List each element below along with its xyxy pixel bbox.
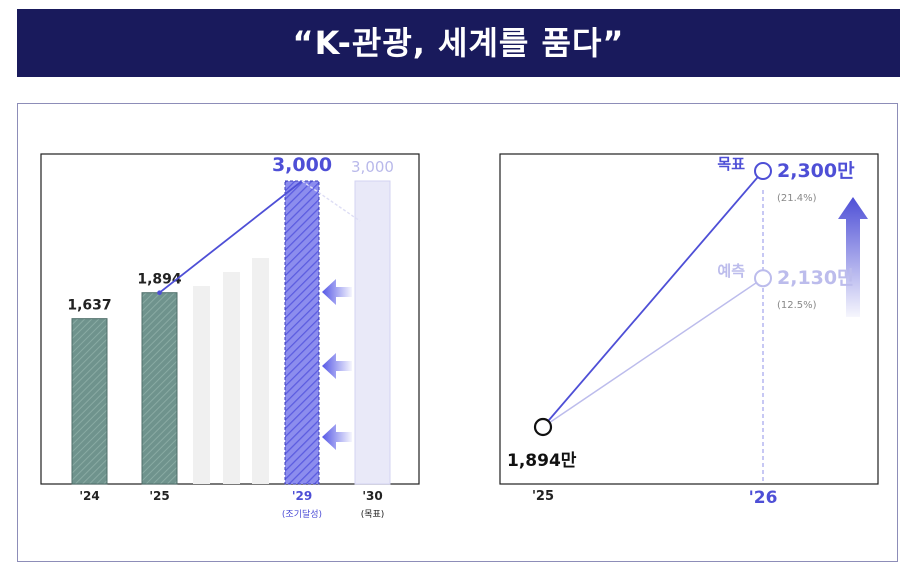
- series-end-label: 2,130만: [777, 267, 855, 289]
- bar-29: [284, 180, 320, 485]
- series-end-point: [754, 269, 772, 288]
- data-label: 3,000: [351, 158, 394, 176]
- x-tick-label: '25: [149, 489, 169, 503]
- line-chart-frame: [499, 153, 879, 485]
- left-arrow-icon: [322, 353, 352, 379]
- trend-start-dot: [157, 290, 162, 296]
- bar-24: [71, 318, 108, 485]
- x-tick-label: '30: [362, 489, 382, 503]
- series-line-1: [542, 277, 764, 428]
- content-frame: [17, 103, 898, 562]
- series-end-label: 2,300만: [777, 160, 855, 182]
- series-end-point: [754, 162, 772, 181]
- x-tick-note: (목표): [361, 509, 385, 520]
- bar-30: [354, 180, 391, 485]
- up-arrow-icon: [838, 197, 868, 317]
- data-label: 3,000: [272, 154, 332, 176]
- start-label: 1,894만: [507, 451, 577, 471]
- x-tick-label: '26: [749, 488, 778, 508]
- bar-25: [141, 292, 178, 485]
- x-tick-label: '25: [532, 489, 554, 504]
- left-arrow-icon: [322, 279, 352, 305]
- series-line-0: [542, 170, 764, 428]
- title-banner: “K-관광, 세계를 품다”: [17, 9, 900, 77]
- x-tick-note: (조기달성): [282, 508, 322, 520]
- trend-line: [158, 180, 303, 294]
- left-arrow-icon: [322, 424, 352, 450]
- x-tick-label: '24: [79, 489, 99, 503]
- projection-bar: [252, 258, 269, 484]
- x-tick-label: '29: [292, 489, 312, 503]
- line-chart-panel: 목표 2,300만 (21.4%) 예측 2,130만 (12.5%) 1,894만 '25 '…: [499, 153, 879, 508]
- projection-bar: [223, 272, 240, 484]
- target-connector: [301, 180, 361, 222]
- series-name-label: 예측: [717, 262, 745, 280]
- series-share-label: (21.4%): [777, 193, 817, 204]
- projection-bar: [193, 286, 210, 484]
- page-title: “K-관광, 세계를 품다”: [292, 24, 625, 62]
- start-point: [533, 417, 553, 437]
- series-name-label: 목표: [717, 155, 745, 173]
- data-label: 1,637: [67, 298, 111, 314]
- series-share-label: (12.5%): [777, 300, 817, 311]
